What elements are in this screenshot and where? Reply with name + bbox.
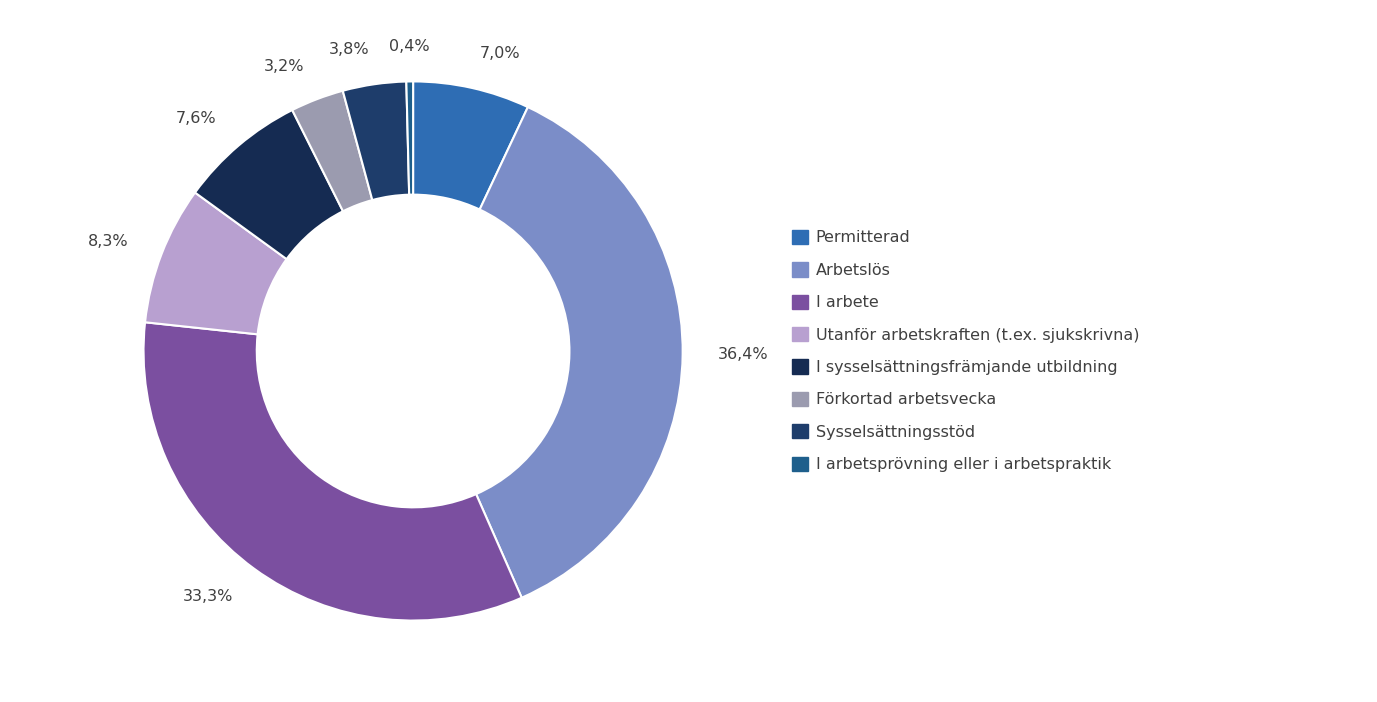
- Wedge shape: [413, 81, 527, 209]
- Wedge shape: [145, 192, 286, 334]
- Text: 8,3%: 8,3%: [88, 234, 129, 249]
- Wedge shape: [143, 322, 522, 621]
- Legend: Permitterad, Arbetslös, I arbete, Utanför arbetskraften (t.ex. sjukskrivna), I s: Permitterad, Arbetslös, I arbete, Utanfö…: [792, 230, 1139, 472]
- Text: 7,0%: 7,0%: [479, 46, 521, 61]
- Text: 3,8%: 3,8%: [329, 42, 369, 57]
- Text: 7,6%: 7,6%: [175, 111, 216, 126]
- Wedge shape: [406, 81, 413, 194]
- Text: 36,4%: 36,4%: [717, 347, 768, 362]
- Wedge shape: [196, 110, 343, 259]
- Wedge shape: [292, 91, 372, 211]
- Wedge shape: [343, 81, 409, 200]
- Wedge shape: [476, 107, 683, 597]
- Text: 33,3%: 33,3%: [183, 590, 233, 604]
- Text: 0,4%: 0,4%: [388, 39, 430, 54]
- Text: 3,2%: 3,2%: [264, 59, 304, 74]
